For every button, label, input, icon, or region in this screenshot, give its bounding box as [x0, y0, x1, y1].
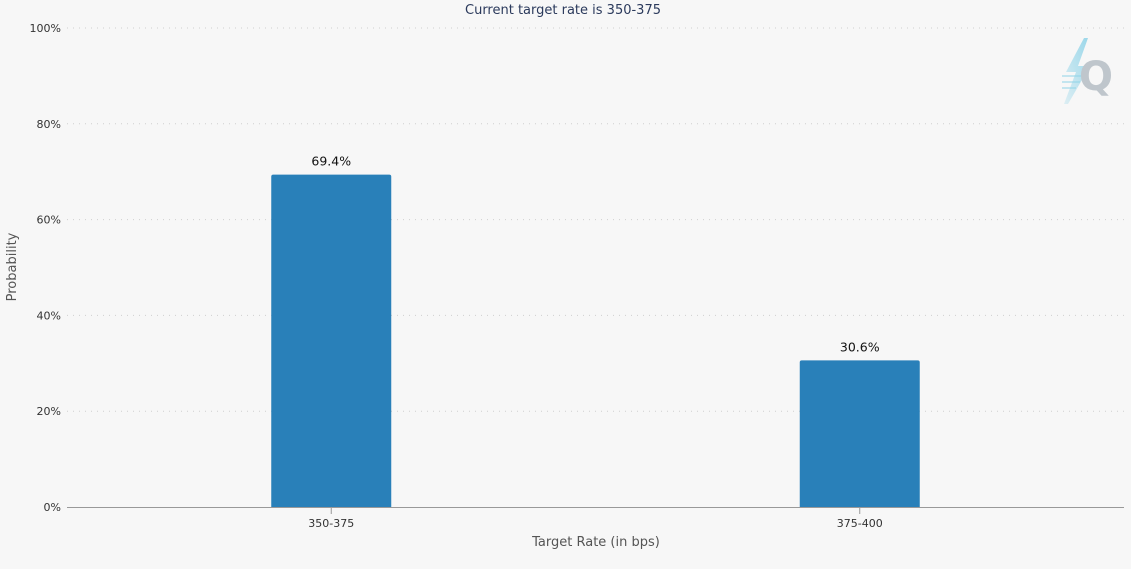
x-tick-label: 350-375: [308, 517, 354, 530]
y-tick-label: 100%: [30, 22, 61, 35]
q-logo-icon: Q: [1062, 38, 1113, 104]
y-axis-ticks: 0% 20% 40% 60% 80% 100%: [30, 22, 61, 514]
logo-letter: Q: [1079, 54, 1113, 100]
y-tick-label: 20%: [37, 405, 61, 418]
bar: [271, 174, 392, 507]
x-axis-ticks: 350-375 375-400: [308, 507, 883, 530]
y-tick-label: 0%: [44, 501, 61, 514]
y-tick-label: 60%: [37, 214, 61, 227]
data-label: 30.6%: [840, 339, 880, 354]
bars: [271, 174, 920, 507]
x-axis-title: Target Rate (in bps): [531, 535, 660, 550]
grid: [67, 27, 1124, 412]
y-tick-label: 80%: [37, 118, 61, 131]
y-axis-title: Probability: [5, 232, 20, 301]
data-labels: 69.4% 30.6%: [311, 154, 879, 355]
chart-title: Current target rate is 350-375: [465, 3, 661, 18]
y-tick-label: 40%: [37, 309, 61, 322]
bar: [799, 360, 920, 507]
data-label: 69.4%: [311, 154, 351, 169]
x-tick-label: 375-400: [837, 517, 883, 530]
